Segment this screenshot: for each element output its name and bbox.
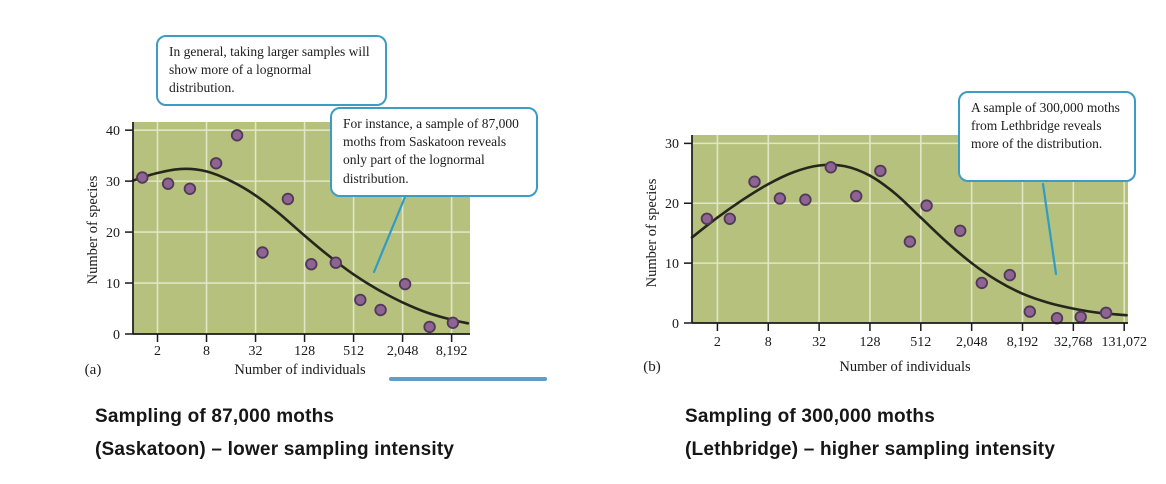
data-point [423,320,436,334]
data-point [903,235,917,248]
data-point [354,293,367,307]
x-tick-label: 2,048 [387,344,419,359]
data-point [1023,305,1037,318]
y-tick-label: 40 [106,124,120,139]
x-tick-label: 32 [812,335,826,350]
y-tick-label: 10 [106,277,120,292]
data-point [183,182,197,196]
y-tick-label: 20 [665,197,679,212]
x-tick-label: 32,768 [1054,335,1093,350]
data-point [1003,268,1017,282]
callout-tail [372,195,407,274]
data-point [1099,306,1113,320]
data-point [1050,312,1064,325]
callout-lethbridge-note: A sample of 300,000 moths from Lethbridg… [958,91,1136,182]
data-point [281,192,295,206]
caption-saskatoon-line1: Sampling of 87,000 moths [95,406,335,427]
panel-label: (a) [85,362,102,378]
x-tick-label: 8,192 [1007,335,1039,350]
y-axis-label: Number of species [85,175,101,284]
y-tick-label: 20 [106,226,120,241]
data-point [773,192,787,205]
x-tick-label: 2 [154,344,161,359]
data-point [850,189,863,203]
data-point [799,193,812,206]
callout-general-note: In general, taking larger samples will s… [156,35,387,106]
y-tick-label: 10 [665,257,679,272]
data-point [920,199,933,212]
data-point [723,212,737,226]
data-point [954,224,967,238]
x-tick-label: 32 [249,344,263,359]
data-point [374,303,387,317]
partial-callout-edge [389,377,547,381]
data-point [329,256,343,269]
caption-saskatoon-line2: (Saskatoon) – lower sampling intensity [95,439,455,460]
data-point [975,276,989,290]
data-point [824,161,838,174]
x-tick-label: 128 [860,335,881,350]
y-tick-label: 30 [665,137,679,152]
lognormal-curve [131,167,470,325]
x-tick-label: 8 [203,344,210,359]
data-point [748,175,761,188]
data-point [230,129,244,142]
y-tick-label: 0 [113,328,120,343]
x-tick-label: 128 [294,344,315,359]
y-tick-label: 0 [672,317,679,332]
data-point [700,212,714,226]
x-tick-label: 8,192 [436,344,468,359]
lognormal-curve [690,163,1128,317]
x-tick-label: 8 [765,335,772,350]
callout-lethbridge-text: A sample of 300,000 moths from Lethbridg… [971,100,1120,152]
caption-lethbridge-line1: Sampling of 300,000 moths [685,406,935,427]
data-point [209,157,223,170]
data-point [161,177,175,190]
data-point [256,246,269,259]
data-point [446,316,460,330]
x-tick-label: 512 [343,344,364,359]
x-tick-label: 512 [910,335,931,350]
data-point [305,257,318,271]
x-axis-label: Number of individuals [839,359,971,375]
x-tick-label: 2,048 [956,335,988,350]
x-tick-label: 2 [714,335,721,350]
x-tick-label: 131,072 [1101,335,1147,350]
y-axis-label: Number of species [644,178,660,287]
x-axis-label: Number of individuals [234,362,366,378]
data-point [1074,310,1087,324]
callout-saskatoon-note: For instance, a sample of 87,000 moths f… [330,107,538,197]
callout-general-text: In general, taking larger samples will s… [169,44,370,96]
lognormal-chart-lethbridge: 2 8 32 128 512 2,048 8,192 32,768 131,072 0 10 20 30… [643,135,1147,375]
panel-label: (b) [643,359,661,375]
y-tick-label: 30 [106,175,120,190]
callout-saskatoon-text: For instance, a sample of 87,000 moths f… [343,116,519,186]
caption-saskatoon: Sampling of 87,000 moths (Saskatoon) – l… [95,400,454,466]
callout-tail [1041,182,1058,276]
caption-lethbridge: Sampling of 300,000 moths (Lethbridge) –… [685,400,1055,466]
data-point [136,171,149,184]
caption-lethbridge-line2: (Lethbridge) – higher sampling intensity [685,439,1056,460]
data-point [874,164,887,178]
data-point [398,277,412,291]
